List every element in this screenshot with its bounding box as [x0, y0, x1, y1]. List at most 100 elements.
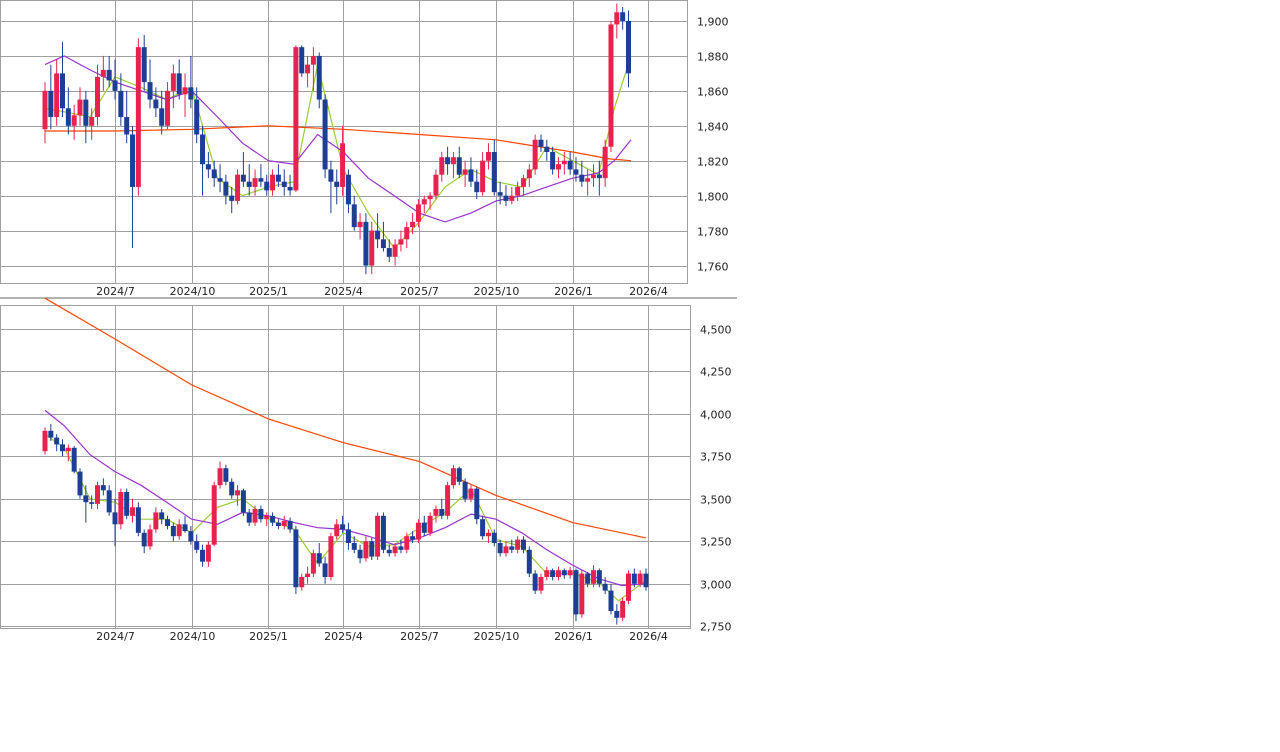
candle-body: [316, 55, 322, 100]
candle-body: [188, 87, 194, 100]
upper-candlestick-chart: 1,900 1,880 1,860 1,840 1,820 1,800 1,780 1,760…: [0, 0, 729, 298]
candle-body: [112, 80, 118, 91]
candle-body: [608, 590, 614, 611]
y-tick-label: 2,750: [700, 621, 732, 634]
x-tick-label: 2025/10: [474, 630, 520, 643]
candle-body: [340, 143, 346, 187]
candle-body: [462, 481, 468, 499]
candle-body: [340, 524, 346, 530]
candle-body: [153, 512, 159, 530]
candle-body: [77, 99, 83, 116]
candle-body: [480, 160, 486, 193]
candle-body: [596, 570, 602, 584]
candle-body: [165, 90, 171, 126]
candle-body: [602, 146, 608, 179]
candle-body: [281, 181, 287, 187]
candle-body: [398, 239, 404, 245]
candle-body: [281, 520, 287, 526]
candle-body: [433, 509, 439, 516]
candle-body: [89, 502, 95, 504]
candle-body: [561, 160, 567, 165]
candle-body: [83, 99, 89, 126]
candle-body: [106, 490, 112, 513]
x-tick-label: 2026/1: [554, 285, 593, 298]
y-tick-label: 1,780: [697, 226, 729, 239]
candle-body: [450, 157, 456, 165]
candle-body: [65, 108, 71, 126]
candle-body: [345, 529, 351, 543]
candle-body: [357, 221, 363, 228]
candle-body: [421, 522, 427, 533]
candle-body: [182, 524, 188, 532]
candle-body: [520, 178, 526, 187]
candle-body: [439, 509, 445, 516]
candle-body: [602, 583, 608, 591]
candle-body: [532, 139, 538, 170]
candle-body: [71, 115, 77, 126]
candle-body: [287, 520, 293, 530]
candle-body: [194, 541, 200, 550]
candle-body: [246, 512, 252, 523]
candle-body: [106, 69, 112, 81]
candle-body: [596, 174, 602, 179]
x-tick-label: 2024/10: [170, 285, 216, 298]
candle-body: [141, 532, 147, 547]
x-tick-label: 2024/7: [96, 630, 135, 643]
candle-body: [270, 174, 276, 191]
candle-body: [229, 481, 235, 496]
candle-body: [235, 174, 241, 201]
candle-body: [503, 546, 509, 554]
y-tick-label: 4,500: [700, 324, 732, 337]
y-tick-label: 1,900: [697, 16, 729, 29]
candle-body: [176, 73, 182, 95]
x-tick-label: 2025/7: [400, 285, 439, 298]
x-tick-label: 2024/10: [170, 630, 216, 643]
candle-body: [474, 181, 480, 193]
candle-body: [550, 570, 556, 577]
plot-frame: [0, 305, 691, 629]
candle-body: [386, 549, 392, 554]
candle-body: [485, 151, 491, 161]
candle-body: [159, 512, 165, 520]
candle-body: [439, 157, 445, 175]
moving-average-line: [44, 433, 647, 602]
candle-body: [544, 146, 550, 152]
candle-body: [637, 573, 643, 584]
candle-body: [357, 549, 363, 559]
candle-body: [229, 195, 235, 201]
candle-body: [625, 573, 631, 601]
x-tick-label: 2026/1: [554, 630, 593, 643]
candle-body: [305, 573, 311, 577]
candle-body: [130, 507, 136, 516]
candle-body: [555, 164, 561, 170]
lower-candlestick-chart: 4,500 4,250 4,000 3,750 3,500 3,250 3,000 2,750…: [0, 297, 732, 643]
candle-body: [608, 24, 614, 147]
candle-body: [48, 90, 54, 118]
x-tick-label: 2025/1: [249, 630, 288, 643]
candle-body: [398, 546, 404, 550]
candle-body: [491, 151, 497, 193]
candle-body: [369, 230, 375, 266]
candle-body: [614, 12, 620, 25]
candle-body: [550, 151, 556, 170]
moving-average-line: [45, 125, 632, 162]
candle-body: [141, 47, 147, 83]
candle-body: [509, 546, 515, 550]
candle-body: [532, 573, 538, 591]
y-tick-label: 3,000: [700, 579, 732, 592]
candle-body: [579, 573, 585, 615]
candle-body: [410, 221, 416, 228]
candle-body: [497, 543, 503, 554]
candle-body: [54, 437, 60, 445]
candle-body: [561, 570, 567, 576]
candle-body: [345, 174, 351, 205]
candle-body: [462, 169, 468, 175]
moving-average-line: [44, 409, 647, 587]
candle-body: [112, 512, 118, 525]
candle-body: [246, 181, 252, 187]
candle-body: [585, 573, 591, 584]
candle-body: [497, 192, 503, 196]
candle-body: [620, 12, 626, 21]
candle-body: [89, 117, 95, 126]
